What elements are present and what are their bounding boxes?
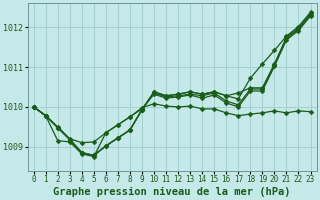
X-axis label: Graphe pression niveau de la mer (hPa): Graphe pression niveau de la mer (hPa)	[53, 186, 291, 197]
